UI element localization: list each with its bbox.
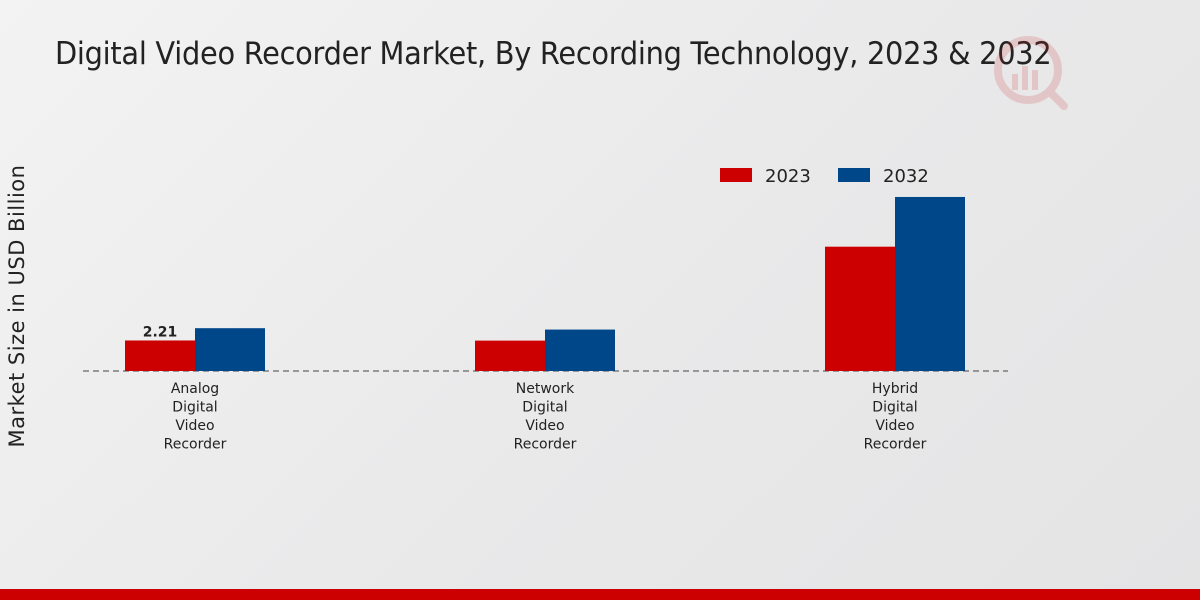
bar-2032-2 [895,196,965,371]
x-tick-label-1: Digital [522,400,567,416]
bar-2023-1 [475,340,545,371]
bar-2023-0 [125,340,195,371]
bar-2023-2 [825,246,895,371]
x-tick-label-0: Digital [172,400,217,416]
x-tick-label-2: Recorder [864,437,927,453]
legend-label-2032: 2032 [883,166,929,187]
bottom-accent-bar [0,589,1200,600]
logo-watermark-icon [994,36,1068,110]
legend-swatch-2032 [838,168,870,182]
x-tick-label-1: Network [516,381,575,397]
x-tick-label-1: Recorder [514,437,577,453]
x-tick-label-2: Digital [872,400,917,416]
x-tick-label-0: Analog [171,381,219,397]
x-tick-label-2: Video [875,418,914,434]
legend-label-2023: 2023 [765,166,811,187]
legend-swatch-2023 [720,168,752,182]
x-tick-label-2: Hybrid [872,381,918,397]
bar-2032-1 [545,329,615,371]
chart-title: Digital Video Recorder Market, By Record… [55,36,1052,72]
x-tick-label-1: Video [525,418,564,434]
x-tick-label-0: Recorder [164,437,227,453]
x-tick-label-0: Video [175,418,214,434]
bar-2032-0 [195,328,265,371]
data-label: 2.21 [143,324,178,340]
